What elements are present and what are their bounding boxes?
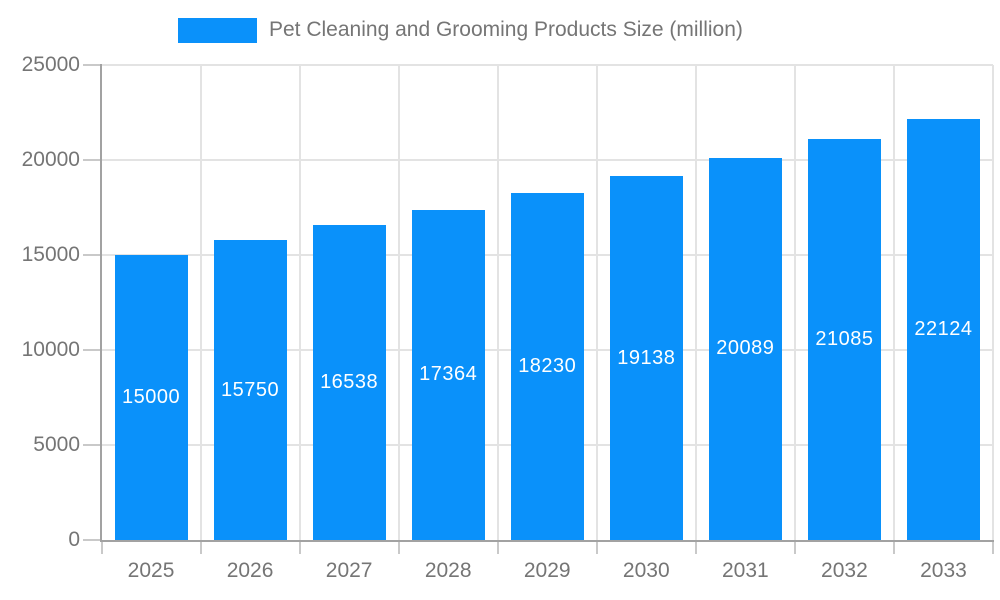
- x-gridline: [199, 64, 202, 540]
- y-tick-mark: [83, 443, 101, 446]
- x-gridline: [992, 64, 994, 540]
- bar: 16538: [312, 225, 386, 540]
- plot-area: 15000 15750 16538 17364 18230 19138 20089 21085…: [101, 63, 994, 540]
- legend-label: Pet Cleaning and Grooming Products Size …: [269, 18, 743, 41]
- x-tick-mark: [892, 541, 895, 554]
- bar: 17364: [411, 209, 485, 540]
- x-tick-mark: [793, 541, 796, 554]
- y-tick-label: 20000: [21, 147, 80, 171]
- x-gridline: [694, 64, 697, 540]
- y-axis-line: [100, 63, 102, 542]
- y-tick-mark: [83, 158, 101, 161]
- x-tick-label: 2033: [920, 559, 967, 582]
- bar: 20089: [708, 157, 782, 540]
- x-gridline: [793, 64, 796, 540]
- y-tick-label: 10000: [21, 337, 80, 361]
- bar: 15750: [213, 240, 287, 540]
- x-tick-label: 2031: [721, 559, 769, 582]
- x-gridline: [892, 64, 895, 540]
- x-tick-mark: [496, 541, 499, 554]
- bar-value-label: 19138: [617, 346, 676, 369]
- bar: 21085: [807, 138, 881, 540]
- x-tick-mark: [694, 541, 697, 554]
- x-tick-label: 2030: [622, 559, 670, 582]
- y-tick-label: 0: [68, 528, 80, 551]
- x-tick-mark: [992, 541, 994, 554]
- y-tick-mark: [83, 539, 101, 541]
- x-tick-label: 2032: [821, 559, 868, 582]
- x-tick-label: 2027: [325, 559, 373, 582]
- y-tick-mark: [83, 63, 101, 66]
- bar: 15000: [114, 254, 188, 540]
- bar-value-label: 18230: [518, 355, 577, 378]
- bar: 19138: [609, 176, 683, 540]
- bar-value-label: 17364: [419, 363, 478, 386]
- bar-value-label: 22124: [914, 318, 973, 341]
- bar-value-label: 20089: [716, 337, 775, 360]
- x-tick-mark: [100, 541, 103, 554]
- legend-swatch: [178, 17, 257, 43]
- x-gridline: [397, 64, 400, 540]
- x-tick-label: 2028: [424, 559, 472, 582]
- x-gridline: [595, 64, 598, 540]
- x-tick-mark: [397, 541, 400, 554]
- y-tick-label: 5000: [33, 432, 80, 456]
- y-tick-mark: [83, 348, 101, 351]
- x-gridline: [298, 64, 301, 540]
- y-gridline: [101, 158, 993, 161]
- y-tick-label: 25000: [21, 52, 80, 76]
- bar: 22124: [906, 119, 980, 540]
- x-tick-mark: [595, 541, 598, 554]
- bar-value-label: 15000: [121, 385, 181, 408]
- y-tick-mark: [83, 253, 101, 256]
- legend[interactable]: Pet Cleaning and Grooming Products Size …: [178, 15, 743, 45]
- x-tick-mark: [199, 541, 202, 554]
- x-axis-line: [100, 540, 994, 542]
- bar: 18230: [510, 193, 584, 540]
- bar-value-label: 16538: [320, 371, 379, 394]
- y-tick-label: 15000: [21, 242, 80, 266]
- bar-value-label: 15750: [221, 378, 280, 401]
- x-tick-mark: [298, 541, 301, 554]
- y-gridline: [101, 63, 993, 66]
- x-tick-label: 2025: [127, 559, 175, 582]
- x-tick-label: 2029: [523, 559, 571, 582]
- x-tick-label: 2026: [226, 559, 274, 582]
- bar-value-label: 21085: [815, 327, 874, 350]
- x-gridline: [496, 64, 499, 540]
